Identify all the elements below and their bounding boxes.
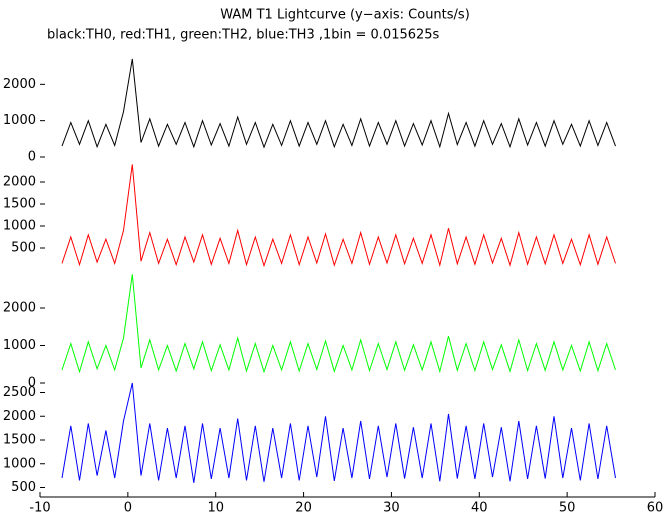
y-tick-label: 1000	[3, 338, 36, 353]
x-tick-label: 20	[295, 501, 312, 515]
light-curve	[61, 58, 616, 149]
light-curve	[61, 274, 616, 374]
light-curve	[61, 164, 616, 268]
x-tick-label: -10	[29, 501, 50, 515]
y-tick-label: 500	[11, 480, 36, 495]
y-tick-label: 1500	[3, 433, 36, 448]
y-tick-label: 1000	[3, 113, 36, 128]
chart-title: WAM T1 Lightcurve (y−axis: Counts/s)	[220, 8, 470, 23]
x-tick-label: 0	[124, 501, 132, 515]
y-tick-label: 1000	[3, 456, 36, 471]
y-tick-label: 2500	[3, 385, 36, 400]
y-tick-label: 2000	[3, 301, 36, 316]
y-tick-label: 1000	[3, 219, 36, 234]
y-tick-label: 0	[28, 150, 36, 165]
y-tick-label: 500	[11, 241, 36, 256]
y-tick-label: 2000	[3, 77, 36, 92]
x-tick-label: 30	[383, 501, 400, 515]
light-curve	[61, 382, 616, 483]
y-tick-label: 1500	[3, 197, 36, 212]
chart-subtitle: black:TH0, red:TH1, green:TH2, blue:TH3 …	[47, 28, 440, 43]
y-tick-label: 0	[28, 376, 36, 391]
x-tick-label: 60	[647, 501, 664, 515]
x-tick-label: 40	[471, 501, 488, 515]
x-tick-label: 10	[207, 501, 224, 515]
y-tick-label: 2000	[3, 175, 36, 190]
y-tick-label: 2000	[3, 409, 36, 424]
x-tick-label: 50	[559, 501, 576, 515]
